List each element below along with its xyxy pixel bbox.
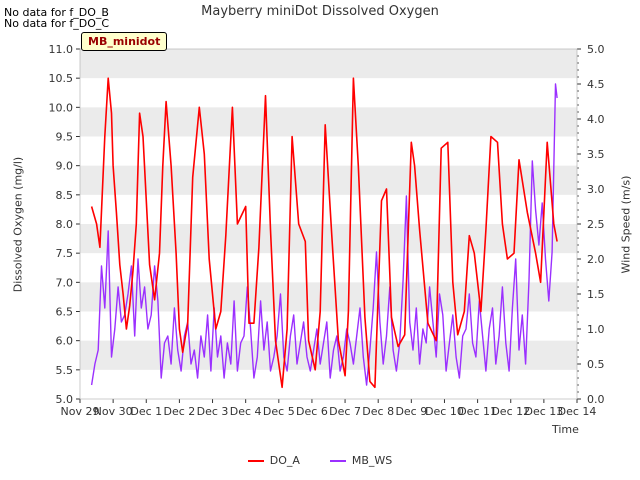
x-tick-label: Dec 11 xyxy=(458,405,497,418)
no-data-note-1: No data for f_DO_B xyxy=(4,6,109,19)
grid-band xyxy=(80,107,577,137)
series-line-do-a xyxy=(90,77,558,389)
x-tick-label: Nov 30 xyxy=(94,405,133,418)
x-tick-label: Dec 3 xyxy=(197,405,229,418)
y-tick-label: 10.0 xyxy=(49,101,74,114)
legend-item-mb-ws[interactable]: MB_WS xyxy=(329,454,393,467)
y-axis-label: Dissolved Oxygen (mg/l) xyxy=(11,156,25,293)
legend-label-do-a: DO_A xyxy=(269,454,300,467)
y-tick-label: 9.0 xyxy=(56,160,74,173)
x-tick-label: Dec 5 xyxy=(263,405,295,418)
x-tick-label: Dec 7 xyxy=(329,405,361,418)
y2-tick-label: 1.0 xyxy=(587,323,605,336)
x-axis-label: Time xyxy=(552,423,579,436)
y2-axis-label: Wind Speed (m/s) xyxy=(619,175,633,274)
y2-tick-label: 3.5 xyxy=(587,148,605,161)
x-tick-label: Dec 6 xyxy=(296,405,328,418)
y-tick-label: 7.5 xyxy=(56,247,74,260)
x-tick-label: Dec 10 xyxy=(425,405,464,418)
y-tick-label: 9.5 xyxy=(56,131,74,144)
y2-tick-label: 2.0 xyxy=(587,253,605,266)
grid-band xyxy=(80,224,577,254)
legend-swatch-do-a xyxy=(247,459,264,462)
y-tick-label: 6.0 xyxy=(56,335,74,348)
x-tick-label: Dec 1 xyxy=(130,405,162,418)
x-tick-label: Dec 13 xyxy=(524,405,563,418)
y2-tick-label: 4.0 xyxy=(587,113,605,126)
y-tick-label: 10.5 xyxy=(49,72,74,85)
x-tick-label: Dec 8 xyxy=(362,405,394,418)
x-tick-label: Dec 4 xyxy=(230,405,262,418)
y2-tick-label: 1.5 xyxy=(587,288,605,301)
y2-tick-label: 4.5 xyxy=(587,78,605,91)
x-tick-label: Dec 12 xyxy=(491,405,530,418)
x-tick-label: Dec 9 xyxy=(395,405,427,418)
grid-band xyxy=(80,282,577,312)
x-tick-label: Dec 14 xyxy=(558,405,597,418)
station-label: MB_minidot xyxy=(81,32,168,51)
y-tick-label: 11.0 xyxy=(49,43,74,56)
y-tick-label: 8.0 xyxy=(56,218,74,231)
legend-label-mb-ws: MB_WS xyxy=(351,454,393,467)
y2-tick-label: 0.5 xyxy=(587,358,605,371)
y2-tick-label: 2.5 xyxy=(587,218,605,231)
y-tick-label: 7.0 xyxy=(56,276,74,289)
series-line-mb-ws xyxy=(90,83,558,386)
x-tick-label: Dec 2 xyxy=(164,405,196,418)
y-tick-label: 5.5 xyxy=(56,364,74,377)
chart-title: Mayberry miniDot Dissolved Oxygen xyxy=(201,4,439,19)
plot-frame xyxy=(79,48,578,400)
y2-tick-label: 5.0 xyxy=(587,43,605,56)
x-tick-label: Nov 29 xyxy=(61,405,100,418)
y-tick-label: 8.5 xyxy=(56,189,74,202)
y2-tick-label: 0.0 xyxy=(587,393,605,406)
y2-tick-label: 3.0 xyxy=(587,183,605,196)
legend-item-do-a[interactable]: DO_A xyxy=(247,454,300,467)
y-tick-label: 5.0 xyxy=(56,393,74,406)
grid-band xyxy=(80,49,577,79)
no-data-note-2: No data for f_DO_C xyxy=(4,17,110,30)
legend: DO_A MB_WS xyxy=(0,454,640,467)
legend-swatch-mb-ws xyxy=(329,459,346,462)
y-tick-label: 6.5 xyxy=(56,306,74,319)
